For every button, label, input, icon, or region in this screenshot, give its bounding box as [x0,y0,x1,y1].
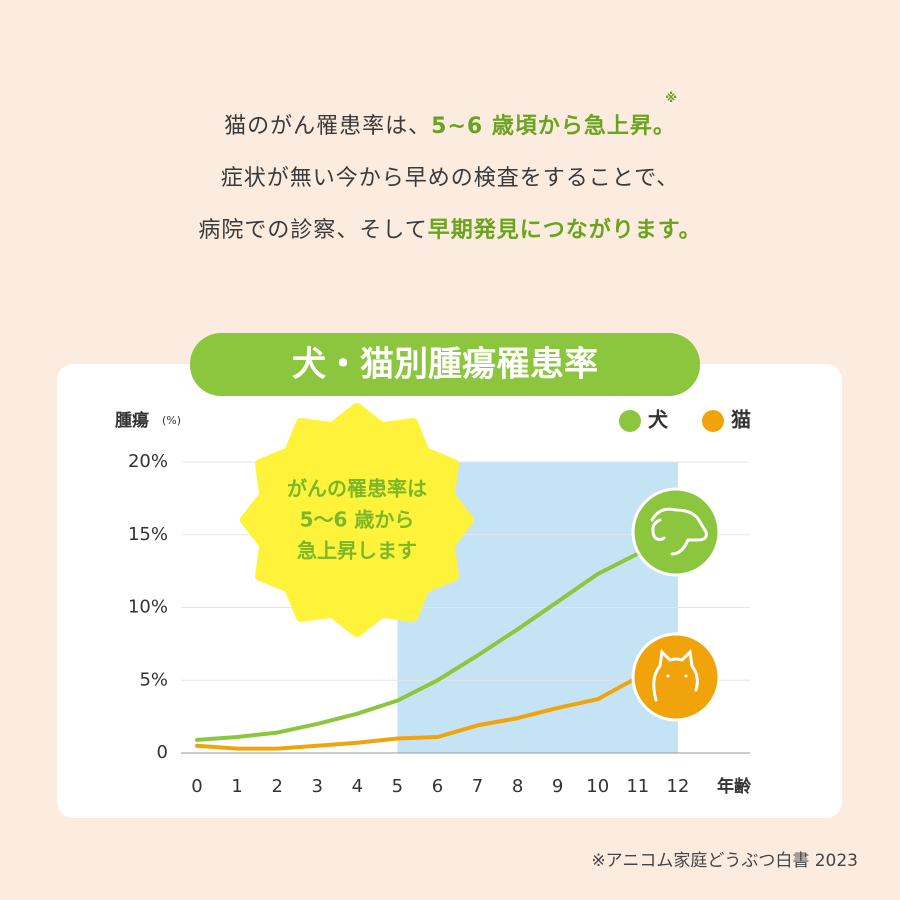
x-tick-label: 9 [552,776,563,797]
chart-title: 犬・猫別腫瘍罹患率 [292,345,598,385]
y-tick-label: 15% [128,524,168,545]
intro-line: 猫のがん罹患率は、5~6 歳頃から急上昇。 ※ [0,92,900,157]
title-pill [190,333,700,396]
text: 病院での診察、そして [198,218,427,243]
y-tick-label: 0 [157,742,168,763]
x-tick-label: 2 [271,776,282,797]
x-tick-label: 7 [472,776,483,797]
text: 症状が無い今から早めの検査をすることで、 [221,166,679,191]
emphasis-text: 早期発見につながります。 [428,218,702,243]
series-line [195,675,640,751]
text-run: 猫のがん罹患率は、 [224,114,432,139]
source: ※アニコム家庭どうぶつ白書 2023 [591,851,858,871]
legend-label: 猫 [731,408,751,432]
x-tick-label: 6 [432,776,443,797]
x-tick-label: 1 [231,776,242,797]
legend-swatch [619,410,641,432]
emphasis-text: 5~6 歳頃から急上昇。 ※ [431,92,677,139]
x-axis-label: 年齢 [717,776,752,797]
y-tick-label: 5% [139,669,168,690]
x-tick-label: 12 [666,776,689,797]
text-run: 症状が無い今から早めの検査をすることで、 [220,166,680,191]
text-run: 5~6 歳頃から急上昇。 [431,114,676,139]
x-tick-label: 11 [626,776,649,797]
annotation-text: 5〜6 歳から [300,508,415,532]
legend-label: 犬 [648,408,669,432]
annotation-text: がんの罹患率は [287,477,427,501]
y-axis-label: 腫瘍 [115,410,149,431]
x-tick-label: 8 [512,776,523,797]
intro: 猫のがん罹患率は、5~6 歳頃から急上昇。 ※ 症状が無い今から早めの検査をすること… [0,92,900,261]
series-line [195,551,640,742]
y-tick-label: 10% [128,597,168,618]
dog-icon [650,507,708,556]
annotation-text: 急上昇します [297,539,417,563]
text-run: 病院での診察、そして [198,218,428,243]
intro-line: 病院での診察、そして早期発見につながります。 [0,209,900,261]
x-tick-label: 10 [586,776,609,797]
text-run: 早期発見につながります。 [427,218,702,243]
y-tick-label: 20% [128,451,168,472]
intro-line: 症状が無い今から早めの検査をすることで、 [0,157,900,209]
annotation-burst [240,403,474,637]
text: 猫のがん罹患率は、 [224,114,431,139]
x-tick-label: 5 [392,776,403,797]
series-icon [631,487,721,577]
y-axis-unit: (%) [162,414,181,427]
note-mark: ※ [665,91,678,105]
legend-swatch [702,410,724,432]
cat-icon [652,648,699,702]
x-tick-label: 0 [191,776,202,797]
x-tick-label: 3 [312,776,323,797]
series-icon [631,632,721,722]
x-tick-label: 4 [352,776,363,797]
